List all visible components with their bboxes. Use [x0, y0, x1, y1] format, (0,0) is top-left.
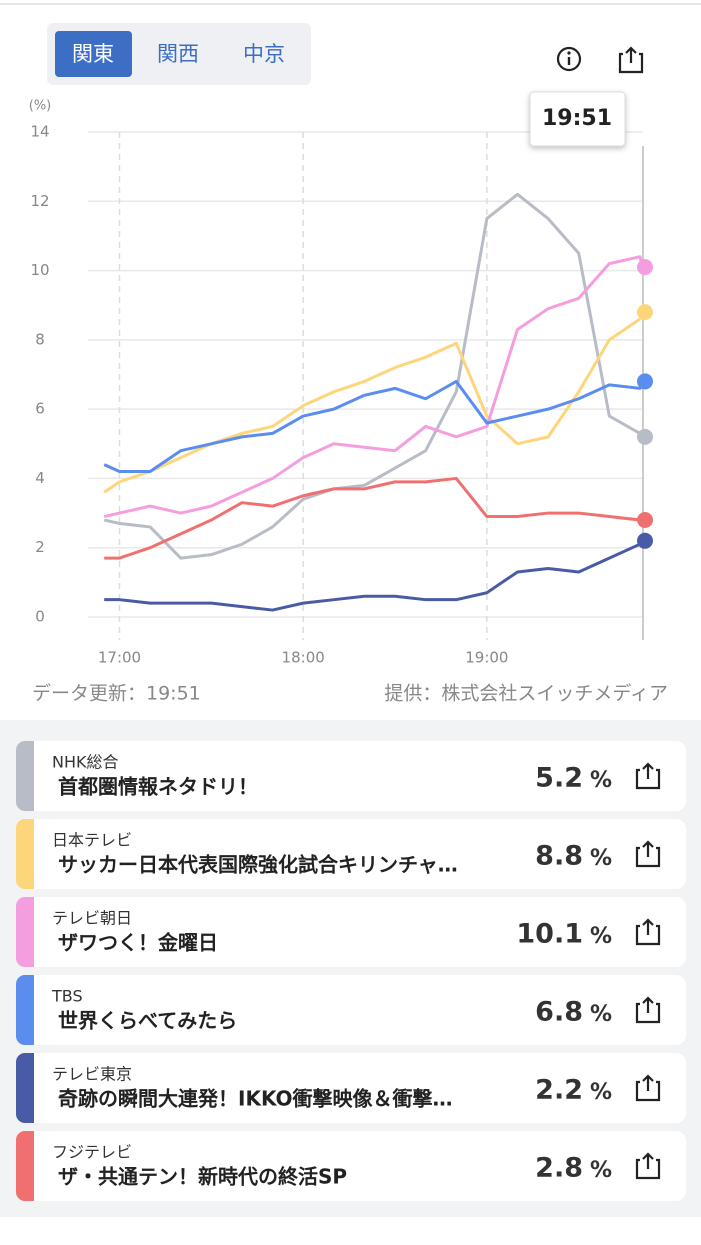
current-dot: [637, 259, 653, 276]
rating-unit: %: [590, 1158, 612, 1183]
current-dot: [637, 428, 653, 445]
info-icon: [567, 51, 571, 55]
channel-color: [26, 819, 34, 889]
info-button[interactable]: [556, 46, 582, 72]
share-icon[interactable]: [635, 996, 661, 1024]
data-source: 提供：株式会社スイッチメディア: [384, 683, 668, 705]
current-dot: [637, 512, 653, 528]
x-tick-label: 17:00: [98, 649, 141, 667]
program-title: 首都圏情報ネタドリ！: [58, 775, 258, 799]
card-bg: [16, 1131, 686, 1201]
y-tick-label: 4: [35, 469, 45, 487]
info-icon: [556, 46, 582, 72]
channel-color: [26, 741, 34, 811]
y-unit: (%): [29, 99, 52, 114]
series-line: [104, 476, 643, 560]
current-dot: [637, 373, 653, 390]
channel-name: フジテレビ: [52, 1143, 132, 1162]
channel-name: テレビ朝日: [52, 909, 132, 928]
y-tick-label: 12: [30, 192, 49, 210]
tooltip-box: [529, 91, 626, 147]
series-line: [103, 379, 645, 473]
current-dot: [637, 304, 653, 321]
rating: 6.8: [535, 997, 583, 1028]
channel-color: [26, 897, 34, 967]
chart: (%) 0 2 4 6 8 10 12 14 17:00 18:00 19:00: [29, 99, 653, 667]
share-icon[interactable]: [635, 762, 661, 790]
program-card[interactable]: TBS 世界くらべてみたら 6.8%: [16, 975, 686, 1045]
card-bg: [16, 741, 686, 811]
current-dot: [637, 532, 653, 549]
tab-active-bg: [55, 31, 132, 77]
y-tick-label: 8: [35, 330, 45, 348]
channel-color: [26, 975, 34, 1045]
card-bg: [16, 975, 686, 1045]
series-line: [103, 255, 645, 518]
rating-unit: %: [590, 1080, 612, 1105]
channel-color: [26, 1131, 34, 1201]
rating-unit: %: [590, 924, 612, 949]
rating: 10.1: [516, 919, 583, 950]
x-tick-label: 19:00: [465, 649, 508, 667]
program-title: 世界くらべてみたら: [58, 1009, 237, 1033]
channel-name: 日本テレビ: [52, 831, 132, 850]
tab[interactable]: 関西: [157, 42, 199, 66]
y-tick-label: 14: [30, 123, 49, 141]
rating: 2.8: [535, 1153, 583, 1184]
rating-unit: %: [590, 768, 612, 793]
share-icon[interactable]: [635, 918, 661, 946]
share-icon[interactable]: [635, 1152, 661, 1180]
channel-color: [26, 1053, 34, 1123]
channel-name: NHK総合: [52, 753, 119, 772]
share-button[interactable]: [618, 46, 644, 74]
card-bg: [16, 819, 686, 889]
share-icon[interactable]: [635, 1074, 661, 1102]
updated-time: データ更新：19:51: [32, 683, 201, 705]
program-title: ザワつく！金曜日: [58, 931, 218, 955]
program-title: 奇跡の瞬間大連発！IKKO衝撃映像＆衝撃…: [58, 1087, 453, 1111]
program-title: ザ・共通テン！新時代の終活SP: [58, 1165, 347, 1189]
y-tick-label: 2: [35, 538, 45, 556]
y-tick-label: 6: [35, 400, 45, 418]
rating: 8.8: [535, 841, 583, 872]
x-tick-label: 18:00: [282, 649, 325, 667]
channel-name: TBS: [51, 987, 83, 1006]
series-line: [103, 192, 645, 560]
card-bg: [16, 897, 686, 967]
rating: 2.2: [535, 1075, 583, 1106]
rating-unit: %: [590, 1002, 612, 1027]
y-tick-label: 10: [30, 261, 49, 279]
series-line: [104, 539, 645, 612]
program-title: サッカー日本代表国際強化試合キリンチャ…: [58, 853, 458, 877]
tab[interactable]: 関東: [72, 42, 114, 66]
channel-name: テレビ東京: [52, 1065, 132, 1084]
rating-unit: %: [590, 846, 612, 871]
y-tick-label: 0: [35, 608, 45, 626]
tooltip-time: 19:51: [542, 106, 612, 131]
card-bg: [16, 1053, 686, 1123]
share-icon[interactable]: [635, 840, 661, 868]
tab[interactable]: 中京: [243, 42, 285, 66]
rating: 5.2: [535, 763, 583, 794]
